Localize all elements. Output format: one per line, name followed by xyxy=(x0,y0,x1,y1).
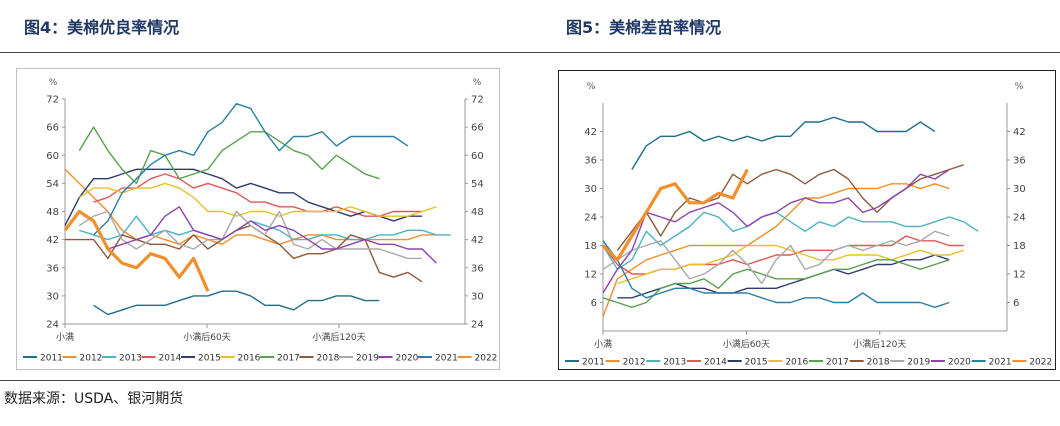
good-rating-chart-panel: %% 24 24 30 30 36 36 42 42 48 48 54 54 60 60 66 66 72 72 小满… xyxy=(16,68,500,370)
y-unit-left: % xyxy=(587,82,596,92)
legend-label-2017: 2017 xyxy=(277,354,300,364)
y-tick-label-left: 36 xyxy=(46,263,59,274)
series-line-2013 xyxy=(602,211,979,270)
y-unit-right: % xyxy=(1015,82,1024,92)
y-tick-label-right: 36 xyxy=(471,263,484,274)
y-tick-label-right: 24 xyxy=(471,320,484,331)
series-line-2022 xyxy=(63,209,210,292)
legend-label-2011: 2011 xyxy=(582,358,605,368)
series-line-2016 xyxy=(78,182,437,217)
y-tick-label-right: 42 xyxy=(1013,127,1026,138)
x-tick-label: 小满后120天 xyxy=(853,339,906,350)
bottom-divider xyxy=(0,380,1060,381)
legend-label-2022: 2022 xyxy=(475,354,498,364)
y-tick-label-right: 18 xyxy=(1013,241,1026,252)
series-line-2015 xyxy=(64,168,423,226)
legend-label-2019: 2019 xyxy=(356,354,379,364)
series-line-2020 xyxy=(602,168,950,294)
y-tick-label-left: 30 xyxy=(46,291,59,302)
series-line-2021 xyxy=(93,103,409,236)
y-tick-label-left: 60 xyxy=(46,151,59,162)
legend-label-2022: 2022 xyxy=(1029,358,1052,368)
series-line-2018 xyxy=(65,224,423,283)
series-line-2014 xyxy=(93,173,423,217)
left-chart-title: 图4：美棉优良率情况 xyxy=(24,18,180,37)
y-tick-label-right: 6 xyxy=(1013,298,1019,309)
series-line-2021 xyxy=(602,240,950,308)
series-line-2011 xyxy=(631,116,936,170)
poor-rating-chart-panel: %% 6 6 12 12 18 18 24 24 30 30 36 36 42 42 小满 小满后60天 小满后1… xyxy=(558,70,1056,370)
y-tick-label-right: 72 xyxy=(471,95,484,106)
y-tick-label-right: 48 xyxy=(471,207,484,218)
series-line-2017 xyxy=(78,126,380,185)
legend-label-2020: 2020 xyxy=(396,354,419,364)
y-tick-label-left: 72 xyxy=(46,95,59,106)
y-tick-label-right: 24 xyxy=(1013,213,1026,224)
legend-label-2019: 2019 xyxy=(907,358,930,368)
series-line-2017 xyxy=(602,259,950,308)
x-tick-label: 小满后120天 xyxy=(312,332,365,343)
x-tick-label: 小满后60天 xyxy=(723,339,770,350)
y-tick-label-left: 24 xyxy=(584,213,597,224)
y-tick-label-left: 36 xyxy=(584,156,597,167)
y-tick-label-right: 36 xyxy=(1013,156,1026,167)
top-divider xyxy=(0,52,1060,53)
series-line-2019 xyxy=(78,210,423,260)
y-tick-label-left: 30 xyxy=(584,184,597,195)
legend-label-2018: 2018 xyxy=(317,354,340,364)
x-tick-label: 小满后60天 xyxy=(183,332,230,343)
series-line-2012 xyxy=(602,183,950,318)
right-chart-title: 图5：美棉差苗率情况 xyxy=(566,18,722,37)
y-tick-label-left: 42 xyxy=(584,127,597,138)
x-tick-label: 小满 xyxy=(56,332,74,343)
poor-rating-chart: % % 6 6 12 12 18 18 24 24 30 30 36 36 42 42 小满 小满后60天 小满后1… xyxy=(565,82,1052,368)
legend-label-2021: 2021 xyxy=(989,358,1012,368)
legend-label-2013: 2013 xyxy=(119,354,142,364)
y-tick-label-left: 24 xyxy=(46,320,59,331)
y-tick-label-left: 66 xyxy=(46,123,59,134)
x-tick-label: 小满 xyxy=(594,339,612,350)
legend-label-2015: 2015 xyxy=(198,354,221,364)
series-line-2011 xyxy=(93,290,380,316)
legend-label-2013: 2013 xyxy=(663,358,686,368)
y-unit-right: % xyxy=(473,78,482,88)
y-tick-label-left: 42 xyxy=(46,235,59,246)
series-line-2020 xyxy=(107,206,437,264)
legend-label-2017: 2017 xyxy=(826,358,849,368)
legend-label-2016: 2016 xyxy=(238,354,261,364)
legend-label-2016: 2016 xyxy=(785,358,808,368)
series-line-2022 xyxy=(601,168,749,262)
legend-label-2018: 2018 xyxy=(867,358,890,368)
legend-label-2021: 2021 xyxy=(435,354,458,364)
series-line-2019 xyxy=(602,230,950,285)
legend-label-2014: 2014 xyxy=(159,354,182,364)
series-line-2016 xyxy=(617,244,964,285)
y-tick-label-left: 18 xyxy=(584,241,597,252)
y-tick-label-right: 12 xyxy=(1013,270,1026,281)
legend-label-2020: 2020 xyxy=(948,358,971,368)
y-tick-label-right: 30 xyxy=(471,291,484,302)
y-tick-label-left: 54 xyxy=(46,179,59,190)
y-tick-label-left: 48 xyxy=(46,207,59,218)
y-unit-left: % xyxy=(49,78,58,88)
legend-label-2012: 2012 xyxy=(623,358,646,368)
series-line-2012 xyxy=(64,168,437,245)
y-tick-label-right: 42 xyxy=(471,235,484,246)
legend-label-2011: 2011 xyxy=(40,354,63,364)
y-tick-label-right: 30 xyxy=(1013,184,1026,195)
y-tick-label-right: 66 xyxy=(471,123,484,134)
series-line-2013 xyxy=(79,215,451,241)
y-tick-label-left: 6 xyxy=(591,298,597,309)
good-rating-chart: % % 24 24 30 30 36 36 42 42 48 48 54 54 60 60 66 66 72 72 小满… xyxy=(23,78,498,364)
y-tick-label-right: 60 xyxy=(471,151,484,162)
legend-label-2014: 2014 xyxy=(704,358,727,368)
data-source-note: 数据来源：USDA、银河期货 xyxy=(4,391,184,407)
legend-label-2015: 2015 xyxy=(745,358,768,368)
y-tick-label-right: 54 xyxy=(471,179,484,190)
y-tick-label-left: 12 xyxy=(584,270,597,281)
legend-label-2012: 2012 xyxy=(80,354,103,364)
